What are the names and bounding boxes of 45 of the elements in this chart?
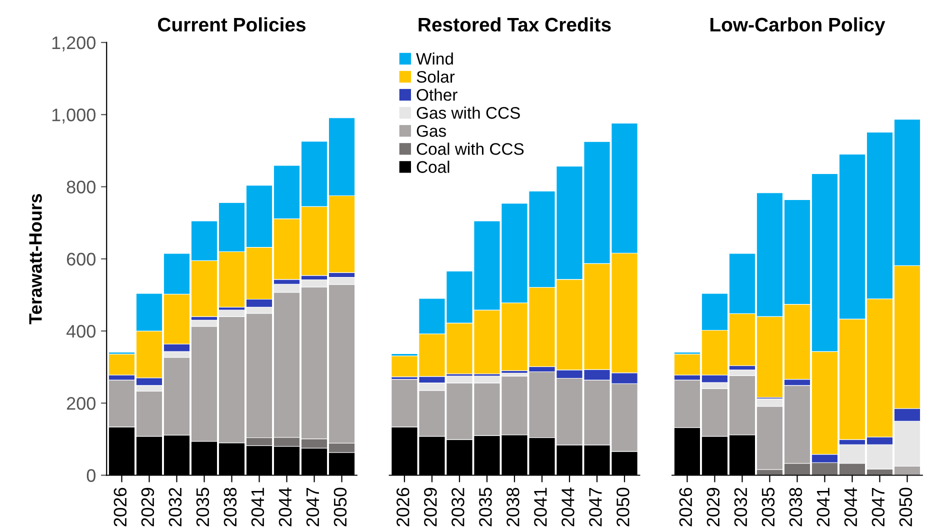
legend-label: Coal with CCS [416, 142, 524, 155]
x-tick-label: 2026 [679, 488, 692, 526]
chart-title: Current Policies [158, 17, 306, 32]
y-tick-label: 1,200 [52, 36, 96, 52]
x-tick-label: 2041 [816, 488, 830, 526]
y-tick-label: 800 [66, 180, 96, 194]
chart-title: Restored Tax Credits [418, 17, 611, 32]
x-tick-label: 2044 [844, 488, 858, 526]
x-tick-label: 2041 [534, 488, 547, 526]
x-tick-label: 2029 [424, 488, 437, 526]
y-tick-label: 1,000 [52, 108, 96, 124]
chart-title: Low-Carbon Policy [710, 17, 886, 36]
x-tick-label: 2038 [506, 488, 520, 526]
x-tick-label: 2035 [196, 488, 210, 526]
x-tick-label: 2038 [224, 488, 237, 526]
legend-label: Gas with CCS [416, 106, 520, 119]
x-tick-label: 2047 [872, 488, 885, 526]
x-tick-label: 2050 [899, 488, 912, 526]
x-tick-label: 2038 [789, 488, 802, 526]
x-tick-label: 2044 [278, 488, 292, 526]
x-tick-label: 2032 [734, 488, 748, 526]
x-tick-label: 2026 [114, 488, 127, 526]
x-tick-label: 2032 [452, 488, 464, 526]
legend-label: Solar [416, 70, 455, 83]
x-tick-label: 2035 [479, 488, 492, 526]
x-tick-label: 2044 [562, 488, 574, 526]
legend-label: Other [416, 88, 458, 101]
x-tick-label: 2047 [306, 488, 320, 526]
y-axis-title: Terawatt-Hours [29, 194, 42, 324]
y-tick-label: 400 [66, 324, 96, 338]
y-tick-label: 0 [86, 469, 96, 482]
y-tick-label: 200 [66, 397, 96, 410]
x-tick-label: 2047 [589, 488, 602, 526]
x-tick-label: 2050 [334, 488, 347, 526]
x-tick-label: 2029 [706, 488, 720, 526]
y-tick-label: 600 [66, 252, 96, 266]
x-tick-label: 2026 [396, 488, 410, 526]
x-tick-label: 2050 [616, 488, 630, 526]
x-tick-label: 2032 [168, 488, 182, 526]
legend-label: Coal [416, 160, 450, 173]
legend-label: Gas [416, 125, 446, 137]
x-tick-label: 2029 [141, 488, 154, 526]
x-tick-label: 2041 [251, 488, 264, 526]
x-tick-label: 2035 [762, 488, 775, 526]
legend-label: Wind [416, 52, 453, 65]
